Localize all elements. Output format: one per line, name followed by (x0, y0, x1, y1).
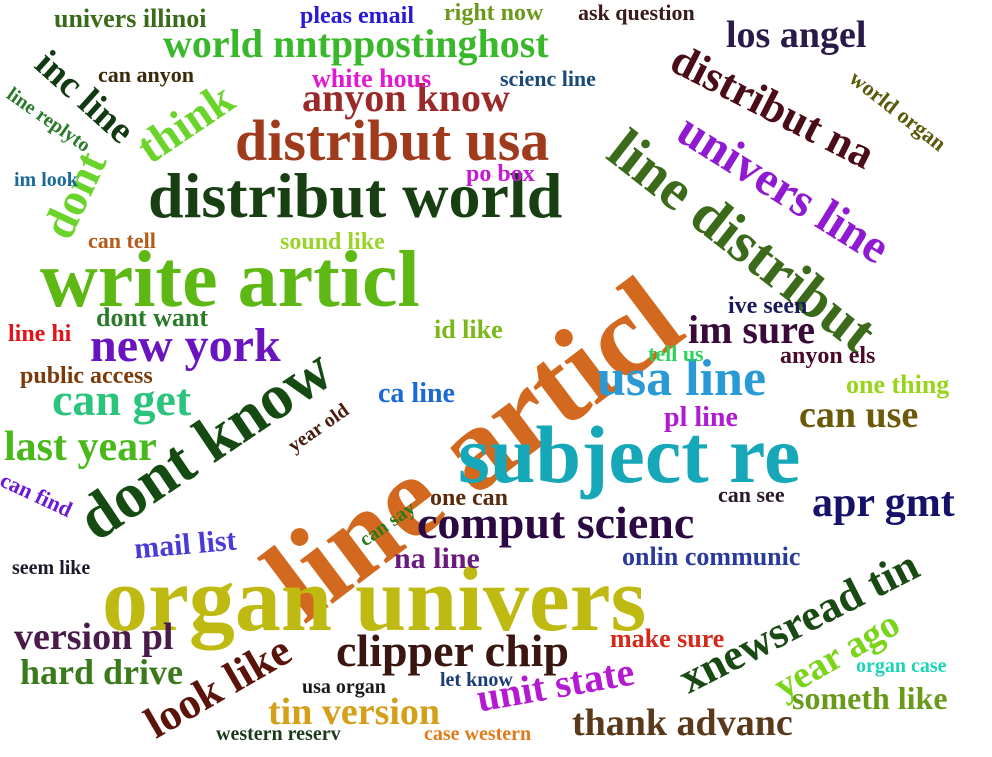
word-scienc-line: scienc line (500, 66, 596, 91)
word-ca-line: ca line (378, 378, 455, 409)
word-anyon-els: anyon els (780, 343, 876, 369)
word-po-box: po box (466, 161, 535, 187)
word-can-get: can get (52, 374, 192, 425)
word-one-can: one can (430, 485, 508, 511)
word-version-pl: version pl (14, 616, 174, 658)
word-tin-version: tin version (268, 691, 441, 733)
word-na-line: na line (394, 542, 480, 575)
word-distribut-usa: distribut usa (235, 108, 550, 173)
word-public-access: public access (20, 363, 153, 389)
word-apr-gmt: apr gmt (812, 480, 955, 526)
word-seem-like: seem like (12, 557, 91, 579)
word-can-anyon: can anyon (98, 62, 194, 87)
word-can-use: can use (799, 394, 919, 436)
word-clipper-chip: clipper chip (336, 625, 570, 676)
word-usa-line: usa line (597, 350, 767, 407)
word-los-angel: los angel (726, 14, 867, 56)
word-organ-case: organ case (856, 655, 947, 677)
word-white-hous: white hous (312, 64, 432, 93)
word-im-look: im look (14, 169, 78, 191)
word-tell-us: tell us (648, 341, 704, 366)
word-make-sure: make sure (610, 624, 725, 653)
word-organ-univers: organ univers (102, 548, 647, 650)
word-case-western: case western (424, 723, 532, 745)
word-right-now: right now (444, 0, 544, 26)
word-last-year: last year (4, 424, 157, 470)
word-pl-line: pl line (664, 402, 738, 433)
word-ask-question: ask question (578, 0, 695, 25)
word-onlin-communic: onlin communic (622, 542, 801, 571)
word-usa-organ: usa organ (302, 676, 386, 698)
word-someth-like: someth like (792, 680, 948, 716)
word-can-find: can find (0, 467, 77, 523)
word-id-like: id like (434, 315, 503, 344)
word-hard-drive: hard drive (20, 652, 184, 692)
word-ive-seen: ive seen (728, 293, 808, 319)
word-distribut-world: distribut world (148, 160, 563, 231)
word-comput-scienc: comput scienc (417, 497, 695, 548)
word-sound-like: sound like (280, 229, 385, 255)
word-dont-want: dont want (96, 303, 208, 332)
word-anyon-know: anyon know (302, 75, 510, 120)
word-world-nntppostinghost: world nntppostinghost (163, 21, 549, 66)
word-let-know: let know (440, 669, 513, 691)
word-subject-re: subject re (458, 409, 801, 500)
word-one-thing: one thing (846, 370, 950, 399)
word-think: think (127, 72, 243, 174)
word-new-york: new york (90, 319, 281, 372)
word-line-hi: line hi (8, 321, 72, 347)
word-im-sure: im sure (688, 307, 816, 352)
word-can-tell: can tell (88, 228, 156, 253)
word-pleas-email: pleas email (300, 3, 414, 29)
word-thank-advanc: thank advanc (572, 702, 793, 744)
word-univers-illinoi: univers illinoi (54, 4, 207, 33)
word-write-articl: write articl (40, 236, 420, 324)
word-can-see: can see (718, 482, 785, 507)
word-western-reserv: western reserv (216, 723, 341, 745)
